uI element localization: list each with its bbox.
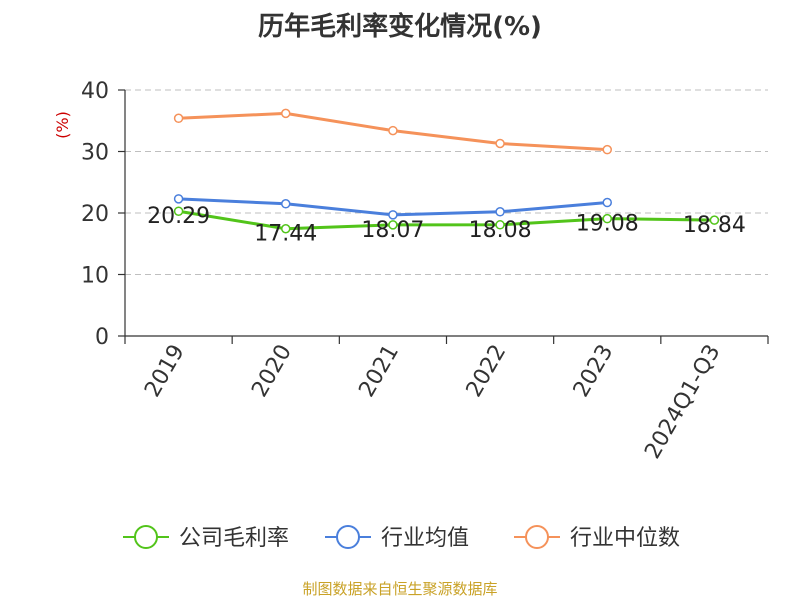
data-label: 18.08 [469,218,532,243]
data-point [602,197,612,208]
legend-marker [336,525,360,549]
data-label: 17.44 [254,222,317,247]
legend-label: 公司毛利率 [179,526,289,551]
data-label: 19.08 [576,212,639,237]
data-point [388,125,398,136]
y-tick-label: 0 [95,325,109,350]
x-tick-label: 2022 [462,341,512,402]
data-point [281,108,291,119]
data-point [388,220,398,230]
data-point [495,220,505,230]
data-point [173,206,184,216]
chart-title: 历年毛利率变化情况(%) [258,12,542,42]
data-source-note: 制图数据来自恒生聚源数据库 [302,580,498,598]
y-axis-label: (%) [53,111,72,139]
x-tick-label: 2020 [247,341,297,402]
legend-marker [134,525,158,549]
series-line [178,209,715,231]
x-tick-label: 2021 [354,341,404,402]
data-label: 18.07 [361,218,424,243]
data-point [173,113,184,124]
data-point [173,194,184,204]
data-point [388,210,398,220]
y-tick-label: 30 [81,141,109,166]
data-point [602,213,612,224]
data-label: 18.84 [683,213,746,238]
x-tick-label: 2024Q1-Q3 [640,341,725,464]
legend-label: 行业中位数 [570,526,680,551]
legend-label: 行业均值 [381,526,469,551]
legend-marker [525,525,549,549]
data-point [495,138,505,149]
x-tick-label: 2019 [140,341,190,402]
y-tick-label: 40 [81,79,109,104]
y-tick-label: 20 [81,202,109,227]
x-tick-label: 2023 [569,341,619,402]
data-point [495,207,505,217]
y-tick-label: 10 [81,264,109,289]
data-point [281,223,291,234]
data-point [709,215,720,225]
data-point [281,199,291,209]
data-label: 20.29 [147,204,210,229]
data-point [602,144,612,155]
